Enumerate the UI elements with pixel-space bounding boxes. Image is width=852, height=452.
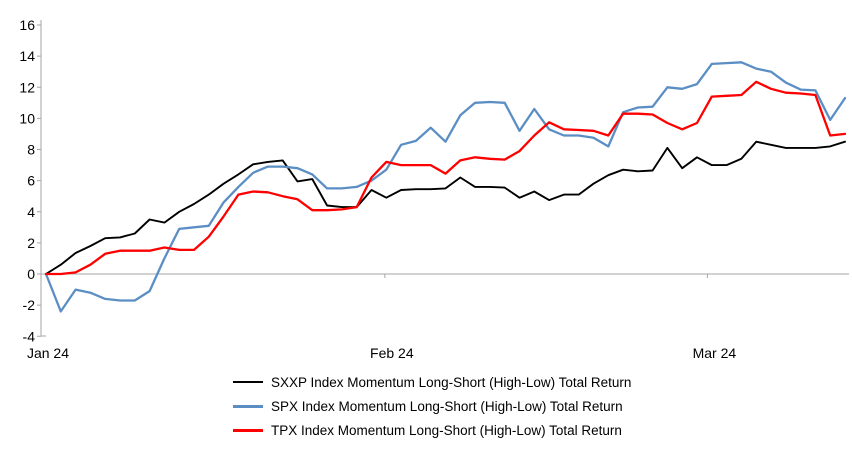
legend-label-sxxp: SXXP Index Momentum Long-Short (High-Low… <box>271 374 632 390</box>
y-axis-tick-label: 12 <box>19 79 35 95</box>
series-line-tpx <box>44 80 847 276</box>
y-axis-tick-label: 2 <box>27 235 35 251</box>
legend-label-tpx: TPX Index Momentum Long-Short (High-Low)… <box>271 422 622 438</box>
x-axis-tick-label: Mar 24 <box>693 345 737 361</box>
y-axis-tick-label: 6 <box>27 173 35 189</box>
y-axis-tick-label: 10 <box>19 110 35 126</box>
y-axis-tick-label: 14 <box>19 48 35 64</box>
y-axis-tick-label: 4 <box>27 204 35 220</box>
y-axis-tick-label: 8 <box>27 142 35 158</box>
y-axis-tick-label: 0 <box>27 266 35 282</box>
chart-legend: SXXP Index Momentum Long-Short (High-Low… <box>233 370 852 442</box>
legend-line-swatch-sxxp <box>233 381 263 383</box>
x-axis-tick-label: Feb 24 <box>370 345 414 361</box>
legend-line-swatch-spx <box>233 404 263 408</box>
series-line-sxxp <box>45 140 846 275</box>
legend-item-spx: SPX Index Momentum Long-Short (High-Low)… <box>233 394 852 418</box>
y-axis-tick-label: -4 <box>23 328 36 344</box>
legend-label-spx: SPX Index Momentum Long-Short (High-Low)… <box>271 398 623 414</box>
y-axis-tick-label: -2 <box>23 297 36 313</box>
series-line-spx <box>44 61 847 313</box>
legend-item-sxxp: SXXP Index Momentum Long-Short (High-Low… <box>233 370 852 394</box>
x-axis-tick-label: Jan 24 <box>27 345 69 361</box>
y-axis-tick-label: 16 <box>19 17 35 33</box>
legend-line-swatch-tpx <box>233 428 263 432</box>
legend-item-tpx: TPX Index Momentum Long-Short (High-Low)… <box>233 418 852 442</box>
